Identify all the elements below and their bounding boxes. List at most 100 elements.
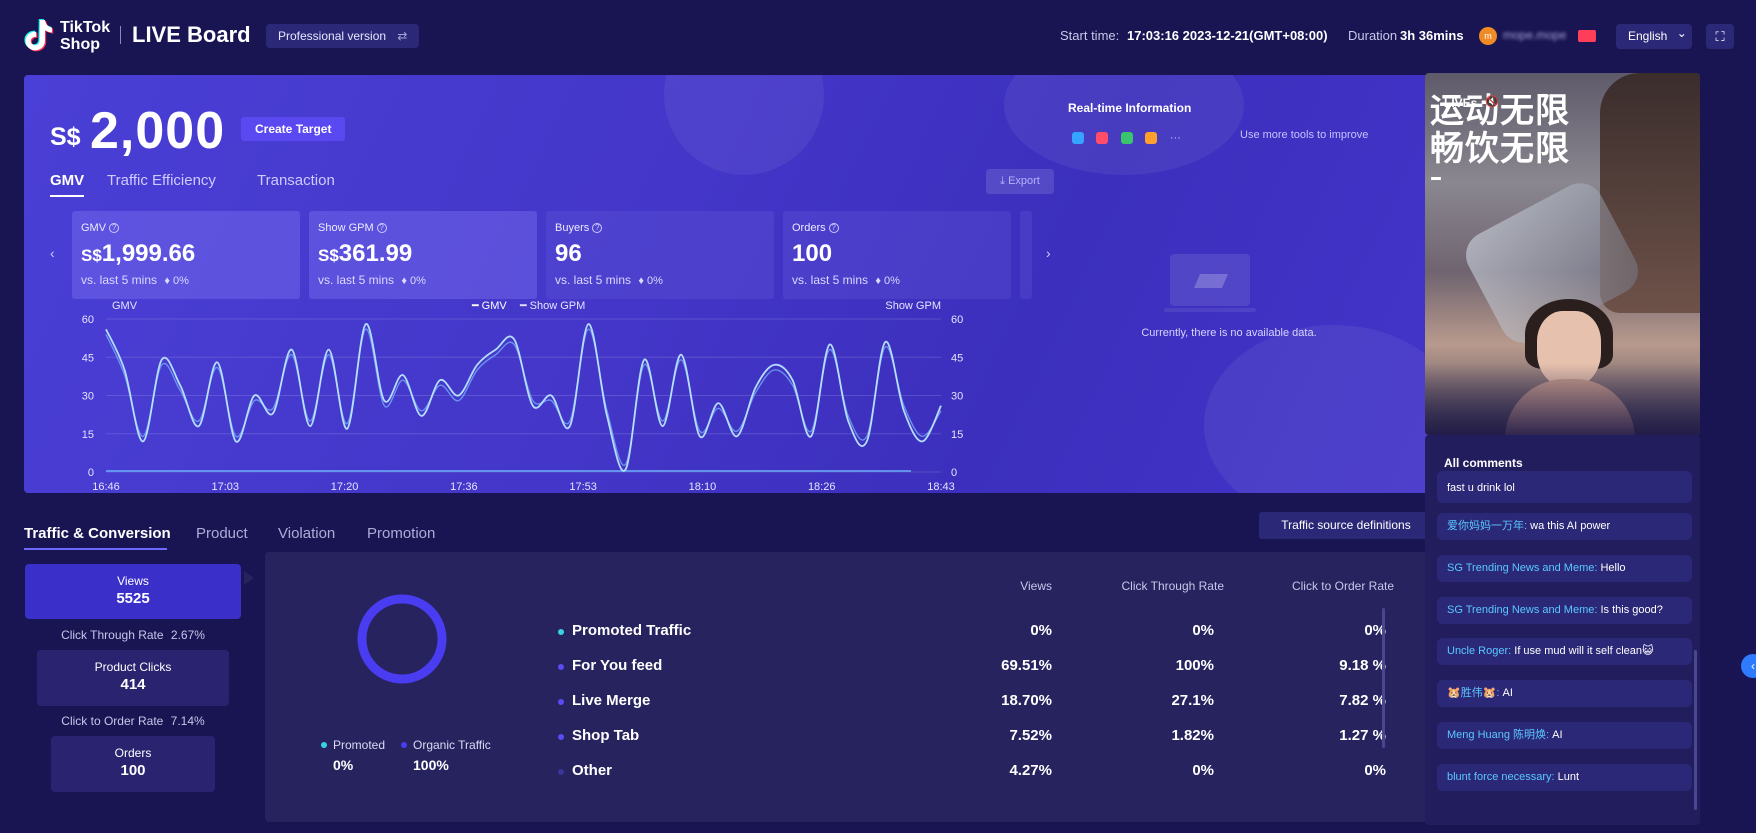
metric-value-wrap: S$361.99 [318, 240, 412, 268]
metric-label: Show GPM [318, 222, 374, 234]
source-ctr: 27.1% [1171, 692, 1214, 709]
y-tick-label-right: 45 [951, 352, 963, 364]
y-tick-label-right: 30 [951, 391, 963, 403]
tab-promotion[interactable]: Promotion [367, 525, 436, 542]
comment-user: SG Trending News and Meme: [1447, 562, 1598, 574]
swap-icon: ⇄ [397, 29, 408, 43]
tool-icon[interactable] [1072, 131, 1084, 144]
funnel-value: 414 [120, 676, 146, 693]
source-dot [558, 769, 564, 775]
source-name: Promoted Traffic [572, 622, 692, 639]
tab-product[interactable]: Product [196, 525, 248, 542]
funnel-orders[interactable]: Orders 100 [51, 736, 215, 792]
gmv-overview-panel: S$ 2,000 Create Target GMV Traffic Effic… [24, 75, 1434, 493]
rate-label: Click to Order Rate [61, 714, 164, 728]
comment-user: blunt force necessary: [1447, 771, 1555, 783]
source-dot [558, 699, 564, 705]
comment-text: Hello [1597, 562, 1626, 574]
version-switch-button[interactable]: Professional version ⇄ [266, 24, 420, 48]
source-dot [558, 734, 564, 740]
tab-violation[interactable]: Violation [278, 525, 336, 542]
metric-delta: ♦ 0% [401, 275, 426, 287]
metric-card-gmv[interactable]: GMV? S$1,999.66 vs. last 5 mins ♦ 0% [72, 211, 300, 299]
create-target-button[interactable]: Create Target [241, 117, 346, 141]
source-ctor: 7.82 % [1339, 692, 1386, 709]
source-name: Other [572, 762, 613, 779]
metric-label: Orders [792, 222, 826, 234]
metric-label-wrap: Show GPM? [318, 222, 387, 234]
tool-icon[interactable] [1120, 131, 1133, 144]
language-value: English [1628, 29, 1668, 43]
gmv-target-value: 2,000 [90, 102, 226, 160]
metric-card-show-gpm[interactable]: Show GPM? S$361.99 vs. last 5 mins ♦ 0% [309, 211, 537, 299]
avatar[interactable]: m [1479, 27, 1497, 45]
info-icon[interactable]: ? [592, 223, 603, 234]
comment-item: SG Trending News and Meme: Hello [1437, 555, 1692, 582]
funnel-label: Orders [114, 746, 152, 760]
metric-currency: S$ [318, 246, 339, 265]
tool-icon[interactable] [1096, 131, 1109, 144]
tool-icon[interactable] [1145, 131, 1158, 144]
table-scrollbar[interactable] [1382, 608, 1385, 748]
source-name: Live Merge [572, 692, 651, 709]
tab-traffic-efficiency[interactable]: Traffic Efficiency [107, 172, 216, 189]
comment-item: blunt force necessary: Lunt [1437, 764, 1692, 791]
fullscreen-button[interactable]: ⛶ [1706, 24, 1734, 49]
mute-icon[interactable]: 🔇 [1485, 96, 1499, 108]
info-icon[interactable]: ? [828, 223, 839, 234]
carousel-prev-button[interactable]: ‹ [50, 245, 55, 261]
carousel-next-button[interactable]: › [1046, 245, 1051, 261]
y-tick-label-left: 30 [82, 391, 94, 403]
traffic-source-row: Live Merge 18.70% 27.1% 7.82 % [558, 692, 1386, 712]
y-tick-label-left: 0 [88, 467, 94, 479]
legend-organic-dot [401, 742, 407, 748]
live-video-preview[interactable] [1425, 73, 1700, 435]
x-tick-label: 17:03 [212, 481, 240, 492]
traffic-source-definitions-button[interactable]: Traffic source definitions [1259, 512, 1433, 539]
funnel-rate-ctr: Click Through Rate 2.67% [25, 628, 241, 642]
improve-tools-link[interactable]: Use more tools to improve [1240, 129, 1369, 141]
source-views: 0% [1030, 622, 1052, 639]
x-tick-label: 17:53 [569, 481, 597, 492]
right-axis-label: Show GPM [885, 300, 941, 312]
language-select[interactable]: English ⌄ [1616, 24, 1692, 49]
donut-slice-organic [357, 594, 447, 684]
user-name[interactable]: mope.mope [1503, 28, 1567, 42]
source-ctor: 9.18 % [1339, 657, 1386, 674]
rate-value: 2.67% [170, 628, 205, 642]
metric-card-buyers[interactable]: Buyers? 96 vs. last 5 mins ♦ 0% [546, 211, 774, 299]
y-tick-label-left: 45 [82, 352, 94, 364]
comment-text: AI [1549, 729, 1563, 741]
download-icon: ⤓ [1000, 175, 1005, 187]
source-dot [558, 664, 564, 670]
column-header-views: Views [1020, 579, 1052, 593]
series-line-gmv [105, 323, 942, 472]
target-currency: S$ [50, 123, 81, 151]
info-icon[interactable]: ? [109, 223, 120, 234]
more-tools-icon[interactable]: ··· [1169, 131, 1181, 144]
funnel-pointer [244, 571, 254, 585]
metric-card-orders[interactable]: Orders? 100 vs. last 5 mins ♦ 0% [783, 211, 1011, 299]
metric-value: 361.99 [338, 240, 413, 267]
comments-scrollbar[interactable] [1694, 650, 1697, 810]
x-tick-label: 18:26 [808, 481, 836, 492]
x-tick-label: 17:36 [450, 481, 478, 492]
tab-gmv[interactable]: GMV [50, 172, 85, 189]
funnel-value: 5525 [116, 590, 150, 607]
source-ctr: 0% [1192, 622, 1214, 639]
metric-value: 100 [792, 240, 833, 267]
funnel-views[interactable]: Views 5525 [25, 564, 241, 619]
funnel-product-clicks[interactable]: Product Clicks 414 [37, 650, 229, 706]
metric-label: Buyers [555, 222, 590, 234]
tab-traffic-conversion[interactable]: Traffic & Conversion [24, 525, 171, 542]
metric-value-wrap: 100 [792, 240, 832, 268]
tab-transaction[interactable]: Transaction [257, 172, 335, 189]
gmv-trend-chart: 60 60 45 45 30 30 15 15 0 0 GMV Show GPM ━ GMV ━ Show… [82, 300, 964, 492]
video-overlay-text: 运动无限 畅饮无限 [1430, 92, 1570, 168]
legend-organic-value: 100% [413, 757, 449, 773]
info-icon[interactable]: ? [376, 223, 387, 234]
source-views: 18.70% [1001, 692, 1052, 709]
export-button[interactable]: ⤓ Export [986, 169, 1054, 194]
collapse-side-panel-button[interactable]: ‹ [1741, 654, 1756, 678]
metric-delta: ♦ 0% [638, 275, 663, 287]
